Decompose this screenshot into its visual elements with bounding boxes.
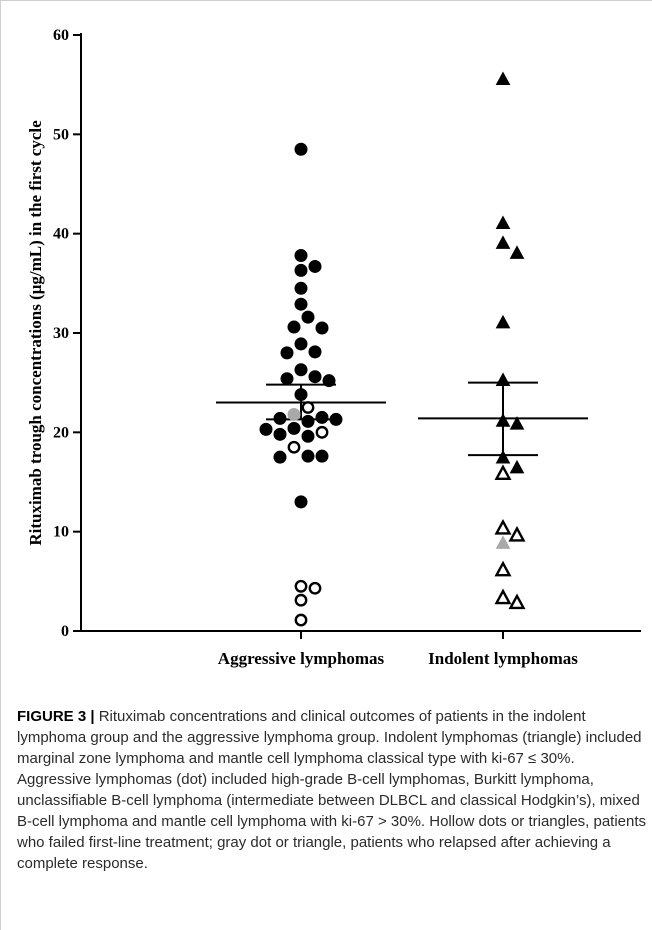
data-point-filled (495, 71, 511, 85)
figure-caption: FIGURE 3 | Rituximab concentrations and … (17, 706, 647, 874)
data-point-filled (301, 449, 315, 463)
data-point-hollow (508, 525, 526, 542)
data-point-filled (315, 449, 329, 463)
data-point-filled (280, 346, 294, 360)
data-point-hollow (294, 613, 308, 627)
y-tick-label: 20 (53, 424, 69, 441)
data-point-hollow (294, 579, 308, 593)
x-tick-label: Indolent lymphomas (428, 649, 578, 668)
data-point-hollow (315, 425, 329, 439)
data-point-filled (294, 363, 308, 377)
data-point-gray (287, 407, 301, 421)
data-point-filled (273, 427, 287, 441)
data-point-filled (315, 321, 329, 335)
figure-caption-text: Rituximab concentrations and clinical ou… (17, 708, 647, 872)
data-point-hollow (301, 401, 315, 414)
figure-caption-label: FIGURE 3 | (17, 708, 95, 725)
data-point-hollow (494, 560, 512, 577)
y-tick-label: 30 (53, 325, 69, 342)
data-point-filled (495, 314, 511, 329)
data-point-filled (287, 320, 301, 334)
data-point-filled (329, 412, 343, 426)
data-point-filled (273, 411, 287, 425)
data-point-hollow (308, 581, 322, 595)
y-tick-label: 60 (53, 27, 69, 44)
data-point-filled (294, 249, 308, 263)
data-point-filled (322, 374, 336, 388)
marks-layer (216, 71, 588, 627)
scatter-chart: 0 10 20 30 40 50 60 Aggressive lymphomas Indolen… (26, 27, 641, 668)
data-point-filled (308, 370, 322, 384)
data-point-filled (509, 459, 525, 474)
data-point-filled (294, 263, 308, 277)
data-point-filled (280, 372, 294, 386)
data-point-hollow (287, 440, 301, 454)
data-point-hollow (294, 593, 308, 607)
y-tick-label: 40 (53, 226, 69, 243)
data-point-filled (294, 142, 308, 156)
data-point-hollow (508, 593, 526, 610)
data-point-hollow (494, 518, 512, 535)
data-point-filled (495, 215, 511, 230)
data-point-filled (495, 449, 511, 464)
data-point-hollow (494, 464, 512, 481)
data-point-filled (294, 337, 308, 351)
data-point-filled (294, 495, 308, 509)
data-point-filled (259, 422, 273, 436)
data-point-filled (294, 388, 308, 402)
y-tick-label: 0 (61, 623, 69, 640)
x-tick-label: Aggressive lymphomas (218, 649, 385, 668)
data-point-hollow (494, 588, 512, 605)
data-point-filled (308, 345, 322, 359)
y-axis-title: Rituximab trough concentrations (μg/mL) … (26, 120, 45, 546)
data-point-filled (294, 281, 308, 295)
y-tick-label: 50 (53, 126, 69, 143)
data-point-filled (495, 413, 511, 427)
data-point-filled (308, 259, 322, 273)
data-point-filled (315, 410, 329, 424)
data-point-filled (301, 429, 315, 443)
data-point-filled (495, 372, 511, 386)
data-point-filled (287, 421, 301, 435)
y-tick-label: 10 (53, 524, 69, 541)
axis-layer: 0 10 20 30 40 50 60 Aggressive lymphomas Indolen… (26, 27, 641, 668)
data-point-filled (273, 450, 287, 464)
data-point-filled (509, 416, 525, 430)
data-point-filled (301, 310, 315, 324)
data-point-filled (509, 245, 525, 259)
data-point-gray (495, 535, 511, 549)
data-point-filled (301, 414, 315, 428)
data-point-filled (495, 235, 511, 249)
data-point-filled (294, 297, 308, 311)
